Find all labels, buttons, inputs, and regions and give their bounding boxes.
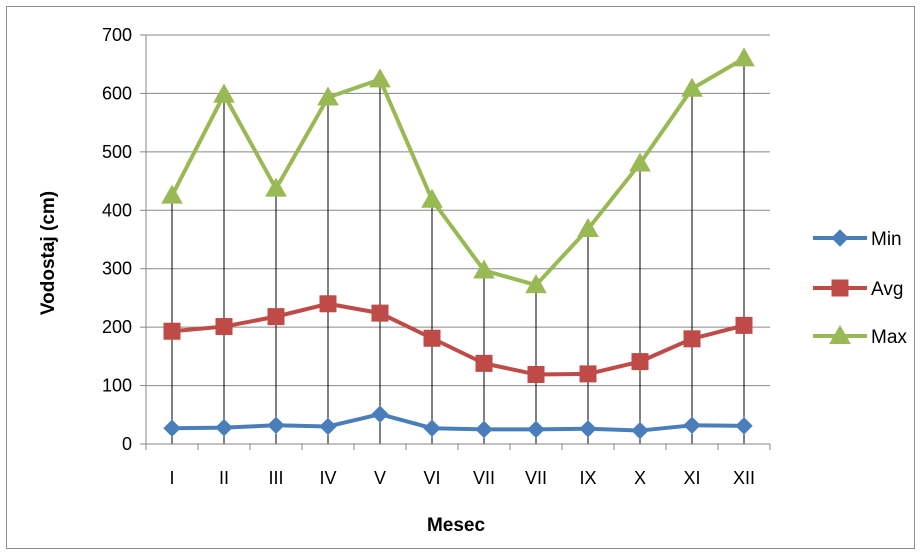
legend-marker-avg bbox=[831, 279, 849, 297]
x-tick-label: V bbox=[374, 468, 386, 488]
data-point-avg bbox=[319, 295, 337, 313]
data-point-min bbox=[371, 405, 389, 423]
data-point-max bbox=[733, 47, 755, 67]
legend-label-min: Min bbox=[871, 229, 902, 250]
data-point-avg bbox=[631, 353, 649, 371]
legend-item-avg: Avg bbox=[813, 279, 903, 300]
y-tick-label: 300 bbox=[102, 259, 132, 279]
data-point-max bbox=[421, 188, 443, 208]
data-point-avg bbox=[215, 318, 233, 336]
y-tick-label: 0 bbox=[122, 434, 132, 454]
data-point-avg bbox=[475, 354, 493, 372]
series-group bbox=[161, 47, 755, 440]
data-point-max bbox=[265, 177, 287, 197]
data-point-max bbox=[369, 68, 391, 88]
series-line-max bbox=[170, 56, 746, 288]
legend-label-max: Max bbox=[871, 327, 907, 348]
y-tick-label: 200 bbox=[102, 317, 132, 337]
axes bbox=[140, 34, 771, 450]
legend-label-avg: Avg bbox=[871, 279, 903, 300]
data-point-min bbox=[475, 420, 493, 439]
data-point-max bbox=[525, 274, 547, 294]
data-point-max bbox=[317, 86, 339, 106]
chart-frame: 0 100 200 300 400 500 600 700 I II III IV V VI VII VII… bbox=[6, 6, 915, 549]
x-tick-label: IV bbox=[319, 468, 336, 488]
y-tick-label: 700 bbox=[102, 25, 132, 45]
data-point-min bbox=[631, 421, 649, 440]
data-point-min bbox=[527, 420, 545, 439]
data-point-avg bbox=[267, 308, 285, 326]
y-tick-labels: 0 100 200 300 400 500 600 700 bbox=[102, 25, 132, 454]
data-point-min bbox=[319, 417, 337, 436]
y-tick-label: 500 bbox=[102, 142, 132, 162]
x-tick-label: XI bbox=[683, 468, 700, 488]
series-avg bbox=[163, 295, 753, 383]
x-tick-label: IX bbox=[579, 468, 596, 488]
data-point-avg bbox=[579, 365, 597, 383]
x-tick-label: I bbox=[169, 468, 174, 488]
x-tick-label: VI bbox=[423, 468, 440, 488]
x-tick-labels: I II III IV V VI VII VII IX X XI XII bbox=[169, 468, 755, 488]
legend-marker-max bbox=[829, 324, 851, 344]
series-min bbox=[163, 405, 753, 440]
x-tick-label: XII bbox=[733, 468, 755, 488]
series-line-avg bbox=[171, 301, 745, 377]
legend-marker-min bbox=[831, 229, 849, 247]
series-line-min bbox=[171, 412, 745, 433]
data-point-min bbox=[215, 418, 233, 437]
data-point-avg bbox=[683, 330, 701, 348]
legend-item-max: Max bbox=[813, 324, 907, 348]
legend-item-min: Min bbox=[813, 229, 902, 250]
data-point-max bbox=[161, 184, 183, 204]
y-axis-title: Vodostaj (cm) bbox=[38, 191, 59, 315]
x-tick-label: X bbox=[634, 468, 646, 488]
y-tick-label: 400 bbox=[102, 200, 132, 220]
data-point-max bbox=[629, 152, 651, 172]
x-tick-label: VII bbox=[473, 468, 495, 488]
drop-lines bbox=[171, 58, 745, 444]
data-point-min bbox=[267, 416, 285, 435]
data-point-avg bbox=[735, 316, 753, 334]
data-point-max bbox=[213, 83, 235, 103]
data-point-max bbox=[473, 259, 495, 279]
data-point-min bbox=[579, 420, 597, 438]
data-point-avg bbox=[423, 329, 441, 347]
gridlines bbox=[146, 34, 770, 387]
x-axis-title: Mesec bbox=[427, 515, 486, 536]
data-point-avg bbox=[527, 365, 545, 383]
data-point-min bbox=[423, 419, 441, 437]
data-point-avg bbox=[163, 322, 181, 340]
y-tick-label: 600 bbox=[102, 83, 132, 103]
data-point-avg bbox=[371, 304, 389, 322]
data-point-max bbox=[681, 77, 703, 97]
data-point-min bbox=[735, 417, 753, 435]
x-tick-label: II bbox=[219, 468, 229, 488]
data-point-min bbox=[163, 419, 181, 437]
data-point-max bbox=[577, 217, 599, 237]
legend: Min Avg Max bbox=[813, 229, 907, 348]
x-tick-label: VII bbox=[525, 468, 547, 488]
y-tick-label: 100 bbox=[102, 376, 132, 396]
data-point-min bbox=[683, 416, 701, 435]
series-max bbox=[161, 47, 755, 294]
x-tick-label: III bbox=[268, 468, 283, 488]
